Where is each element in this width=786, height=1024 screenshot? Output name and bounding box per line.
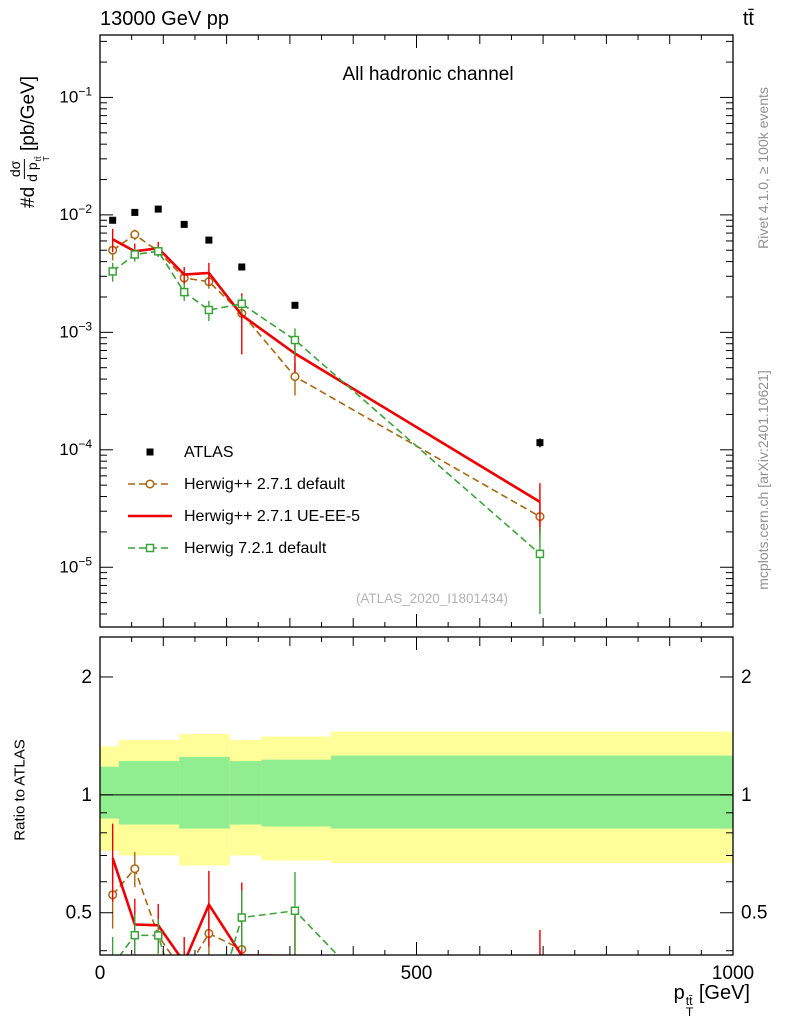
svg-text:500: 500 <box>401 963 433 984</box>
x-axis-label: p tt̄ T [GeV] <box>674 982 750 1019</box>
svg-text:2: 2 <box>81 667 92 688</box>
rivet-version-note: Rivet 4.1.0, ≥ 100k events <box>755 87 771 249</box>
svg-text:10−1: 10−1 <box>59 84 92 106</box>
ylabel-prefix: #d <box>18 186 40 208</box>
xlabel-scripts: tt̄ T <box>685 993 694 1020</box>
ratio-y-axis-label: Ratio to ATLAS <box>11 739 29 841</box>
ratio-uncertainty-bands <box>100 731 733 866</box>
svg-text:1: 1 <box>741 785 752 806</box>
svg-text:ATLAS: ATLAS <box>184 444 234 461</box>
ratio-series-layer <box>108 823 541 955</box>
main-y-axis-label: #d dσ d p tt̄ T [pb/GeV] <box>6 76 51 208</box>
svg-text:10−5: 10−5 <box>59 554 92 576</box>
svg-text:2: 2 <box>741 667 752 688</box>
svg-text:Herwig 7.2.1 default: Herwig 7.2.1 default <box>184 540 327 557</box>
ylabel-den-scripts: tt̄ T <box>33 156 51 162</box>
svg-text:1: 1 <box>81 785 92 806</box>
beam-energy-label: 13000 GeV pp <box>100 8 229 30</box>
svg-text:0: 0 <box>95 963 106 984</box>
process-label: tt̄ <box>742 8 754 30</box>
svg-text:10−3: 10−3 <box>59 319 92 341</box>
svg-text:10−4: 10−4 <box>59 437 92 459</box>
svg-text:0.5: 0.5 <box>741 903 767 924</box>
ylabel-denominator: d p tt̄ T <box>23 154 51 184</box>
ylabel-fraction: dσ d p tt̄ T <box>6 154 51 184</box>
xlabel-unit: [GeV] <box>693 982 750 1004</box>
ylabel-den-base: d p <box>23 162 40 182</box>
analysis-id-note: (ATLAS_2020_I1801434) <box>355 591 509 606</box>
legend: ATLAS Herwig++ 2.7.1 default Herwig++ 2.7.… <box>128 444 360 557</box>
ylabel-unit: [pb/GeV] <box>18 76 40 151</box>
main-series-layer <box>108 205 545 614</box>
mcplots-credit-note: mcplots.cern.ch [arXiv:2401.10621] <box>755 370 771 590</box>
plot-title: All hadronic channel <box>342 64 514 85</box>
svg-text:Herwig++ 2.7.1 default: Herwig++ 2.7.1 default <box>184 476 346 493</box>
ylabel-numerator: dσ <box>6 158 25 180</box>
ylabel-den-sub: T <box>40 156 51 162</box>
svg-text:0.5: 0.5 <box>66 903 92 924</box>
xlabel-sup: tt̄ <box>685 993 693 1008</box>
svg-text:Herwig++ 2.7.1 UE-EE-5: Herwig++ 2.7.1 UE-EE-5 <box>184 508 360 525</box>
svg-text:10−2: 10−2 <box>59 202 92 224</box>
xlabel-base: p <box>673 982 685 1004</box>
svg-text:1000: 1000 <box>712 963 754 984</box>
xlabel-sub: T <box>685 1005 694 1020</box>
